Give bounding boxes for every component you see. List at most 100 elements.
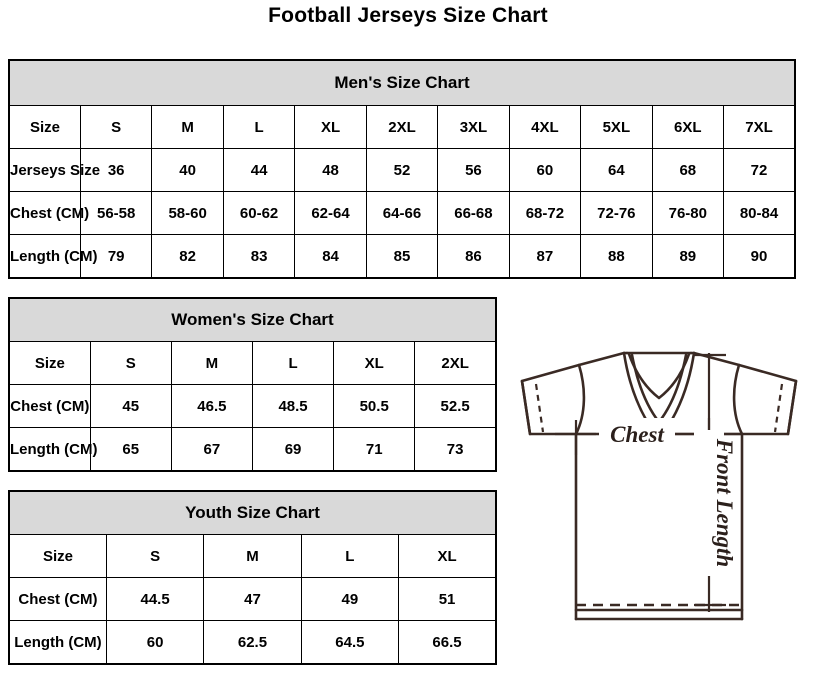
- row-label-chest: Chest (CM): [8, 384, 91, 428]
- right-cuff-edge: [786, 379, 798, 436]
- table-caption-row: Youth Size Chart: [8, 490, 497, 535]
- table-cell: 47: [203, 577, 302, 621]
- table-cell: 85: [365, 234, 439, 279]
- table-cell: 2XL: [414, 341, 497, 385]
- table-cell: L: [222, 105, 296, 149]
- table-cell: L: [300, 534, 400, 578]
- chest-label-backdrop: [599, 418, 675, 448]
- body-outline: [574, 432, 744, 612]
- table-cell: 68-72: [508, 191, 582, 235]
- table-row: Jerseys Size 36 40 44 48 52 56 60 64 68 …: [8, 148, 796, 192]
- table-cell: 67: [170, 427, 253, 472]
- table-cell: 6XL: [651, 105, 725, 149]
- table-cell: 71: [333, 427, 416, 472]
- table-cell: 4XL: [508, 105, 582, 149]
- table-cell: 60: [508, 148, 582, 192]
- table-cell: 48.5: [251, 384, 335, 428]
- table-cell: 7XL: [723, 105, 796, 149]
- table-cell: 40: [151, 148, 224, 192]
- table-cell: 44: [222, 148, 296, 192]
- table-cell: 52: [365, 148, 439, 192]
- row-label-chest: Chest (CM): [8, 191, 89, 235]
- table-row: Size S M L XL 2XL 3XL 4XL 5XL 6XL 7XL: [8, 105, 796, 149]
- table-cell: 80-84: [723, 191, 796, 235]
- youth-size-chart-table: Youth Size Chart Size S M L XL Chest (CM…: [8, 490, 497, 665]
- table-row: Length (CM) 60 62.5 64.5 66.5: [8, 620, 497, 665]
- table-cell: 49: [300, 577, 400, 621]
- left-sleeve-seam: [574, 363, 586, 436]
- table-cell: 72-76: [580, 191, 653, 235]
- table-cell: XL: [333, 341, 416, 385]
- table-caption-row: Women's Size Chart: [8, 297, 497, 342]
- table-row: Chest (CM) 45 46.5 48.5 50.5 52.5: [8, 384, 497, 428]
- row-label-length: Length (CM): [8, 427, 97, 472]
- table-cell: 3XL: [437, 105, 510, 149]
- vneck-inner: [630, 353, 688, 424]
- table-row: Length (CM) 79 82 83 84 85 86 87 88 89 9…: [8, 234, 796, 279]
- table-cell: M: [151, 105, 224, 149]
- youth-chart-caption: Youth Size Chart: [8, 490, 497, 535]
- table-cell: 50.5: [333, 384, 416, 428]
- table-cell: 84: [294, 234, 367, 279]
- table-cell: 5XL: [580, 105, 653, 149]
- table-cell: 66.5: [398, 620, 497, 665]
- table-row: Chest (CM) 56-58 58-60 60-62 62-64 64-66…: [8, 191, 796, 235]
- row-label-jerseys-size: Jerseys Size: [8, 148, 100, 192]
- right-sleeve-hem-stitch: [773, 383, 784, 433]
- right-sleeve-seam: [732, 363, 744, 436]
- table-cell: 66-68: [437, 191, 510, 235]
- table-cell: 72: [723, 148, 796, 192]
- table-cell: 60-62: [222, 191, 296, 235]
- left-sleeve-hem-stitch: [534, 383, 545, 433]
- front-length-label-backdrop: [694, 430, 724, 576]
- table-cell: 58-60: [151, 191, 224, 235]
- table-cell: 83: [222, 234, 296, 279]
- page-title: Football Jerseys Size Chart: [268, 4, 548, 27]
- table-cell: 76-80: [651, 191, 725, 235]
- row-label-size: Size: [8, 341, 91, 385]
- mens-chart-caption: Men's Size Chart: [8, 59, 796, 106]
- table-cell: 51: [398, 577, 497, 621]
- table-cell: 79: [79, 234, 153, 279]
- table-cell: S: [79, 105, 153, 149]
- table-cell: XL: [398, 534, 497, 578]
- table-cell: 88: [580, 234, 653, 279]
- table-cell: 86: [437, 234, 510, 279]
- table-cell: S: [89, 341, 172, 385]
- table-cell: 73: [414, 427, 497, 472]
- table-cell: 52.5: [414, 384, 497, 428]
- table-cell: 64.5: [300, 620, 400, 665]
- table-cell: 56: [437, 148, 510, 192]
- table-cell: 90: [723, 234, 796, 279]
- row-label-size: Size: [8, 105, 81, 149]
- table-cell: 2XL: [365, 105, 439, 149]
- table-cell: M: [203, 534, 302, 578]
- row-label-chest: Chest (CM): [8, 577, 107, 621]
- table-cell: 87: [508, 234, 582, 279]
- table-cell: 62.5: [203, 620, 302, 665]
- table-cell: 89: [651, 234, 725, 279]
- table-cell: 36: [79, 148, 153, 192]
- table-cell: 82: [151, 234, 224, 279]
- table-row: Length (CM) 65 67 69 71 73: [8, 427, 497, 472]
- row-label-size: Size: [8, 534, 107, 578]
- womens-size-chart-table: Women's Size Chart Size S M L XL 2XL Che…: [8, 297, 497, 472]
- table-cell: 44.5: [105, 577, 205, 621]
- table-row: Size S M L XL: [8, 534, 497, 578]
- table-cell: 48: [294, 148, 367, 192]
- tshirt-outline-icon: Chest Front Length: [520, 351, 798, 621]
- table-cell: XL: [294, 105, 367, 149]
- table-cell: 46.5: [170, 384, 253, 428]
- table-cell: 69: [251, 427, 335, 472]
- table-cell: 60: [105, 620, 205, 665]
- table-cell: S: [105, 534, 205, 578]
- table-row: Chest (CM) 44.5 47 49 51: [8, 577, 497, 621]
- table-cell: 62-64: [294, 191, 367, 235]
- collar-arc: [627, 352, 691, 400]
- mens-size-chart-table: Men's Size Chart Size S M L XL 2XL 3XL 4…: [8, 59, 796, 279]
- table-row: Size S M L XL 2XL: [8, 341, 497, 385]
- jersey-measurement-diagram: Chest Front Length: [506, 322, 812, 658]
- table-cell: 65: [89, 427, 172, 472]
- table-cell: 68: [651, 148, 725, 192]
- row-label-length: Length (CM): [8, 620, 107, 665]
